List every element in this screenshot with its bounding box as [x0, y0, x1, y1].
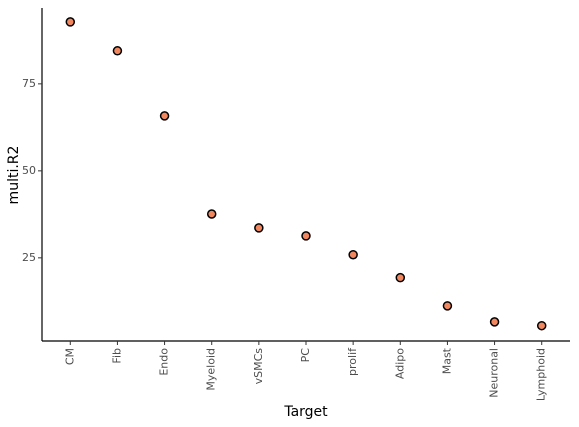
x-tick-label: Myeloid	[205, 348, 218, 391]
point	[395, 272, 406, 283]
point	[348, 249, 358, 260]
x-tick-label: Adipo	[393, 348, 406, 379]
y-tick-label: 50	[22, 164, 36, 177]
x-tick-label: vSMCs	[252, 348, 265, 385]
point	[442, 301, 453, 311]
x-tick-label: Mast	[440, 347, 453, 374]
x-tick-label: prolif	[346, 347, 359, 376]
x-tick-label: CM	[63, 348, 76, 365]
x-tick-label: Fib	[110, 348, 123, 364]
point	[254, 223, 264, 233]
point	[65, 17, 76, 27]
x-tick-label: Lymphoid	[535, 348, 548, 401]
x-tick-label: Endo	[158, 348, 171, 376]
point	[159, 111, 170, 121]
x-tick-label: PC	[299, 348, 312, 363]
point	[301, 231, 311, 241]
point	[206, 209, 217, 219]
y-tick-label: 75	[22, 77, 36, 90]
point	[112, 46, 123, 56]
y-axis-title: multi.R2	[6, 146, 22, 205]
y-tick-label: 25	[22, 251, 36, 264]
point	[536, 320, 547, 331]
x-tick-label: Neuronal	[488, 348, 501, 398]
x-axis-title: Target	[283, 404, 328, 420]
point	[489, 317, 500, 327]
